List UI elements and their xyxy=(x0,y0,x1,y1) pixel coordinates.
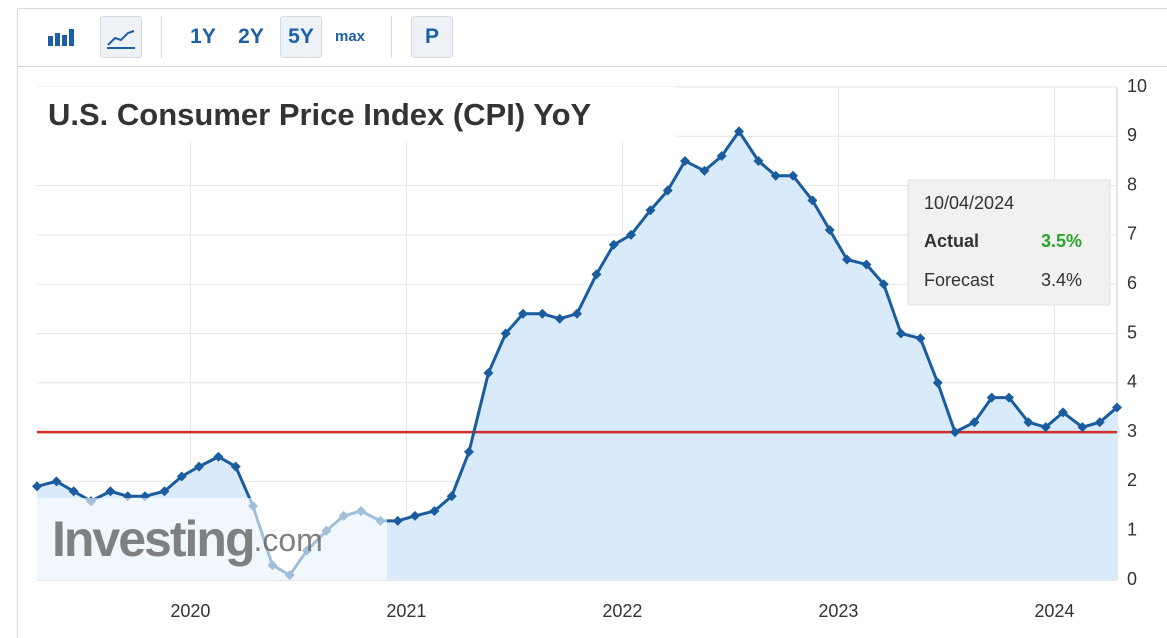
marker xyxy=(68,486,79,497)
marker xyxy=(410,510,420,521)
tooltip-actual: 3.5% xyxy=(1041,231,1082,251)
marker xyxy=(734,126,744,137)
marker xyxy=(213,451,224,462)
line-chart-icon xyxy=(107,30,135,49)
marker xyxy=(483,367,494,378)
marker xyxy=(572,308,582,319)
marker xyxy=(537,308,548,319)
y-tick-label: 10 xyxy=(1127,76,1147,96)
p-button[interactable]: P xyxy=(411,16,453,58)
marker xyxy=(194,461,204,472)
separator xyxy=(391,16,392,58)
marker xyxy=(1040,422,1051,433)
y-tick-label: 1 xyxy=(1127,519,1137,539)
marker xyxy=(1077,422,1088,433)
area-fill xyxy=(37,131,1117,580)
x-tick-label: 2021 xyxy=(386,601,426,621)
marker xyxy=(915,333,926,344)
marker xyxy=(878,279,889,290)
marker xyxy=(753,155,764,166)
title-box xyxy=(35,87,675,142)
marker xyxy=(176,471,187,482)
marker xyxy=(230,461,241,472)
bar-chart-icon[interactable] xyxy=(46,26,80,48)
marker xyxy=(662,185,673,196)
marker xyxy=(645,205,656,216)
marker xyxy=(950,427,960,438)
marker xyxy=(446,491,457,502)
marker xyxy=(1058,407,1068,418)
tooltip-forecast: 3.4% xyxy=(1041,270,1082,290)
marker xyxy=(932,377,943,388)
marker xyxy=(1004,392,1014,403)
marker xyxy=(159,486,170,497)
y-tick-label: 4 xyxy=(1127,372,1137,392)
marker xyxy=(699,165,710,176)
marker xyxy=(986,392,997,403)
x-tick-label: 2022 xyxy=(602,601,642,621)
line-chart-button[interactable] xyxy=(100,16,142,58)
marker xyxy=(32,481,42,492)
watermark-backdrop xyxy=(37,498,387,580)
marker xyxy=(1112,402,1122,413)
marker xyxy=(591,269,602,280)
range-button[interactable]: 1Y xyxy=(190,25,216,48)
y-tick-label: 3 xyxy=(1127,421,1137,441)
marker xyxy=(51,476,62,487)
marker xyxy=(429,505,440,516)
marker xyxy=(716,151,727,162)
marker xyxy=(824,224,835,235)
separator xyxy=(161,16,162,58)
x-tick-label: 2024 xyxy=(1034,601,1074,621)
y-tick-label: 9 xyxy=(1127,125,1137,145)
range-button[interactable]: 5Y xyxy=(280,16,322,58)
y-tick-label: 5 xyxy=(1127,322,1137,342)
watermark: Investing.com xyxy=(52,511,323,567)
y-tick-label: 6 xyxy=(1127,273,1137,293)
marker xyxy=(105,486,116,497)
watermark-brand: Investing xyxy=(52,511,253,567)
tooltip-label: Forecast xyxy=(924,270,994,290)
marker xyxy=(807,195,818,206)
range-button[interactable]: 2Y xyxy=(238,25,264,48)
y-tick-label: 0 xyxy=(1127,569,1137,589)
tooltip-label: Actual xyxy=(924,231,979,251)
watermark-suffix: .com xyxy=(253,522,322,558)
marker xyxy=(626,229,636,240)
tooltip-box xyxy=(907,179,1111,306)
border xyxy=(17,8,18,638)
border xyxy=(17,8,1167,9)
x-tick-label: 2023 xyxy=(818,601,858,621)
marker xyxy=(518,308,528,319)
marker xyxy=(842,254,852,265)
marker xyxy=(1094,417,1105,428)
border xyxy=(17,66,1167,67)
y-tick-label: 2 xyxy=(1127,470,1137,490)
chart-title: U.S. Consumer Price Index (CPI) YoY xyxy=(48,97,592,132)
marker xyxy=(861,259,872,270)
marker xyxy=(680,155,690,166)
y-tick-label: 7 xyxy=(1127,224,1137,244)
tooltip-date: 10/04/2024 xyxy=(924,193,1014,213)
marker xyxy=(500,328,511,339)
y-tick-label: 8 xyxy=(1127,174,1137,194)
x-tick-label: 2020 xyxy=(170,601,210,621)
marker xyxy=(554,313,565,324)
marker xyxy=(788,170,798,181)
marker xyxy=(969,417,980,428)
marker xyxy=(1023,417,1034,428)
marker xyxy=(392,515,403,526)
marker xyxy=(608,239,619,250)
range-button[interactable]: max xyxy=(334,28,366,45)
marker xyxy=(464,446,474,457)
marker xyxy=(896,328,906,339)
marker xyxy=(770,170,781,181)
